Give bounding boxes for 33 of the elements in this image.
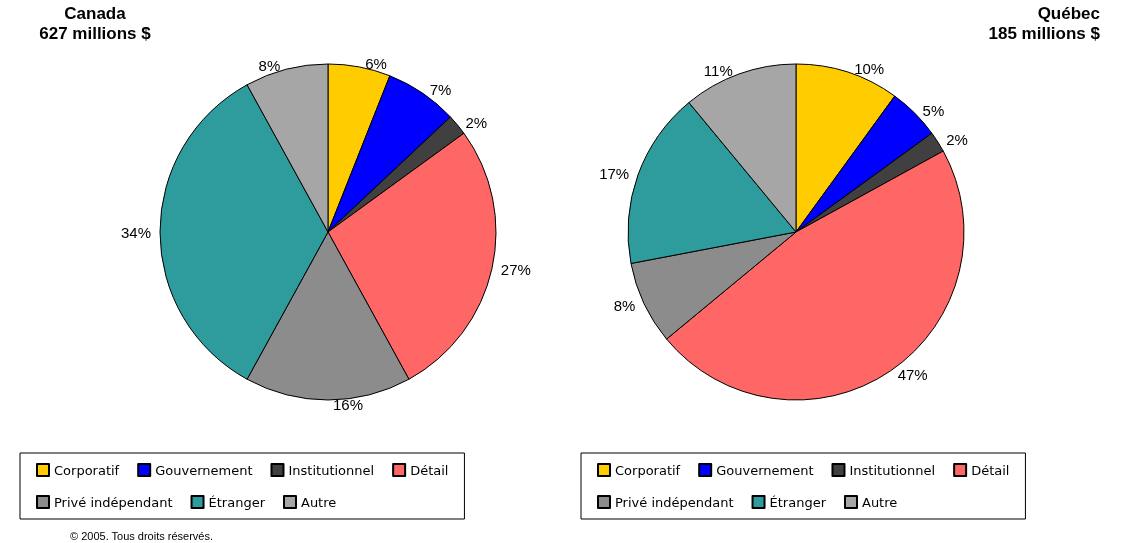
legend-label: Étranger — [769, 494, 827, 510]
legend-label: Institutionnel — [288, 462, 375, 478]
chart-subtitle: 185 millions $ — [988, 24, 1101, 43]
data-label: 7% — [429, 81, 452, 99]
data-label: 16% — [333, 395, 364, 413]
legend-label: Corporatif — [54, 462, 120, 478]
chart-title: Canada — [64, 4, 127, 23]
data-label: 2% — [946, 131, 968, 149]
data-label: 5% — [922, 101, 945, 119]
legend-label: Détail — [971, 462, 1010, 478]
text: © 2005. Tous droits réservés. — [70, 529, 214, 542]
data-label: 17% — [599, 165, 630, 183]
data-label: 11% — [703, 61, 733, 79]
legend-label: Autre — [300, 494, 337, 510]
data-label: 10% — [854, 59, 885, 77]
legend-label: Gouvernement — [716, 462, 814, 478]
data-label: 34% — [120, 223, 151, 241]
legend-label: Détail — [410, 462, 449, 478]
data-label: 47% — [897, 365, 928, 383]
legend-label: Étranger — [208, 494, 266, 510]
legend-label: Privé indépendant — [615, 494, 734, 510]
legend-label: Institutionnel — [849, 462, 936, 478]
data-label: 8% — [613, 296, 636, 314]
text: Québec — [1037, 4, 1100, 23]
data-label: 27% — [500, 261, 531, 279]
legend-label: Corporatif — [615, 462, 681, 478]
chart-subtitle: 627 millions $ — [39, 24, 152, 43]
data-label: 8% — [258, 56, 281, 74]
data-label: 6% — [365, 54, 387, 72]
legend-label: Gouvernement — [155, 462, 253, 478]
legend-label: Autre — [861, 494, 898, 510]
data-label: 2% — [465, 113, 488, 131]
legend-label: Privé indépendant — [54, 494, 173, 510]
